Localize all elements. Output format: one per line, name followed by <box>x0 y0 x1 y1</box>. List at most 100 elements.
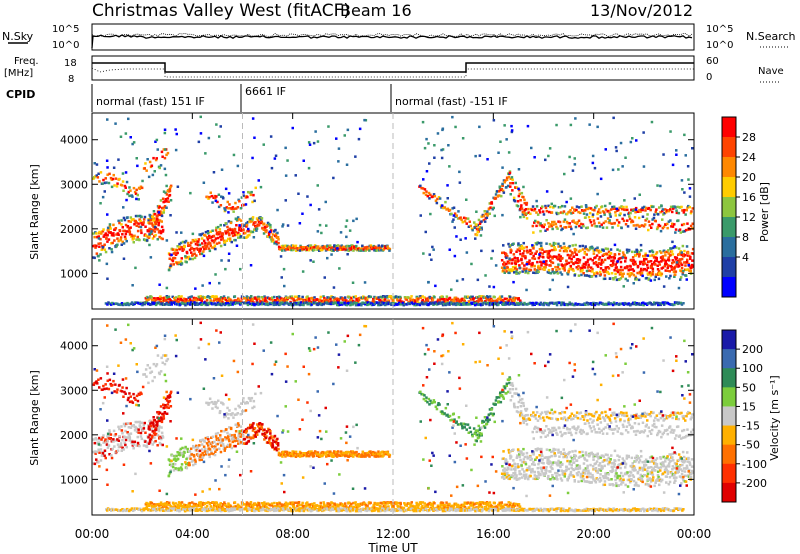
echo-cell <box>567 302 570 306</box>
echo-cell <box>364 297 367 301</box>
echo-cell <box>619 265 623 269</box>
echo-cell <box>170 301 174 304</box>
echo-cell <box>153 418 156 422</box>
nsky-label: N.Sky <box>2 30 34 43</box>
echo-cell <box>425 170 429 173</box>
echo-cell <box>650 265 653 268</box>
echo-cell <box>401 301 405 305</box>
echo-cell <box>591 259 594 262</box>
echo-cell <box>442 303 446 306</box>
echo-cell <box>505 256 508 260</box>
echo-cell <box>683 249 686 253</box>
echo-cell <box>224 187 228 191</box>
echo-cell <box>316 184 319 187</box>
echo-cell <box>314 301 317 305</box>
echo-cell <box>400 303 404 306</box>
echo-cell <box>122 303 126 306</box>
echo-cell <box>102 441 105 444</box>
echo-cell <box>667 256 670 259</box>
echo-cell <box>432 302 436 305</box>
echo-cell <box>453 226 456 229</box>
echo-cell <box>202 181 206 184</box>
echo-cell <box>144 225 147 228</box>
echo-cell <box>167 295 171 299</box>
echo-cell <box>666 226 669 230</box>
echo-cell <box>252 422 255 425</box>
echo-cell <box>503 271 506 274</box>
echo-cell <box>451 220 454 223</box>
echo-cell <box>527 302 530 306</box>
echo-cell <box>597 251 601 254</box>
echo-cell <box>152 156 155 160</box>
echo-cell <box>576 258 579 261</box>
echo-cell <box>681 188 684 191</box>
echo-cell <box>549 205 552 209</box>
echo-cell <box>459 216 462 219</box>
echo-cell <box>591 208 594 212</box>
echo-cell <box>683 191 686 194</box>
echo-cell <box>219 223 222 227</box>
echo-cell <box>630 259 633 262</box>
echo-cell <box>392 299 395 302</box>
echo-cell <box>682 302 685 305</box>
echo-cell <box>660 204 663 207</box>
echo-cell <box>244 402 247 405</box>
echo-cell <box>184 303 187 307</box>
echo-cell <box>461 424 464 428</box>
echo-cell <box>161 434 164 438</box>
echo-cell <box>150 303 153 306</box>
echo-cell <box>377 296 380 299</box>
echo-cell <box>197 238 201 241</box>
echo-cell <box>140 437 144 441</box>
echo-cell <box>271 302 275 305</box>
echo-cell <box>121 432 124 435</box>
echo-cell <box>176 185 180 188</box>
echo-cell <box>189 303 192 306</box>
echo-cell <box>102 384 105 388</box>
echo-cell <box>325 298 328 301</box>
echo-cell <box>226 200 229 204</box>
echo-cell <box>132 447 135 450</box>
echo-cell <box>207 448 210 452</box>
echo-cell <box>208 281 211 285</box>
echo-cell <box>667 302 671 306</box>
echo-cell <box>226 435 230 439</box>
echo-cell <box>520 258 523 261</box>
echo-cell <box>642 259 646 262</box>
echo-cell <box>270 435 273 438</box>
echo-cell <box>547 271 551 274</box>
echo-cell <box>594 275 598 278</box>
echo-cell <box>150 298 154 302</box>
echo-cell <box>690 210 693 213</box>
echo-cell <box>446 184 449 187</box>
echo-cell <box>239 413 242 416</box>
echo-cell <box>634 275 637 279</box>
echo-cell <box>276 297 279 300</box>
echo-cell <box>154 298 158 301</box>
echo-cell <box>484 212 487 216</box>
echo-cell <box>479 303 483 307</box>
echo-cell <box>593 273 596 277</box>
echo-cell <box>622 205 625 209</box>
echo-cell <box>381 244 384 247</box>
echo-cell <box>667 220 671 223</box>
echo-cell <box>128 233 132 236</box>
echo-cell <box>325 247 328 251</box>
echo-cell <box>239 441 243 444</box>
echo-cell <box>601 260 605 264</box>
echo-cell <box>384 303 387 307</box>
echo-cell <box>614 272 617 276</box>
echo-cell <box>337 160 340 163</box>
echo-cell <box>513 296 516 300</box>
echo-cell <box>549 255 552 258</box>
echo-cell <box>297 301 300 304</box>
echo-cell <box>109 176 113 180</box>
echo-cell <box>191 253 195 256</box>
echo-cell <box>438 299 442 302</box>
echo-cell <box>689 257 692 261</box>
echo-cell <box>604 266 607 269</box>
echo-cell <box>200 448 204 451</box>
echo-cell <box>558 258 561 261</box>
echo-cell <box>615 278 619 282</box>
echo-cell <box>573 303 576 307</box>
